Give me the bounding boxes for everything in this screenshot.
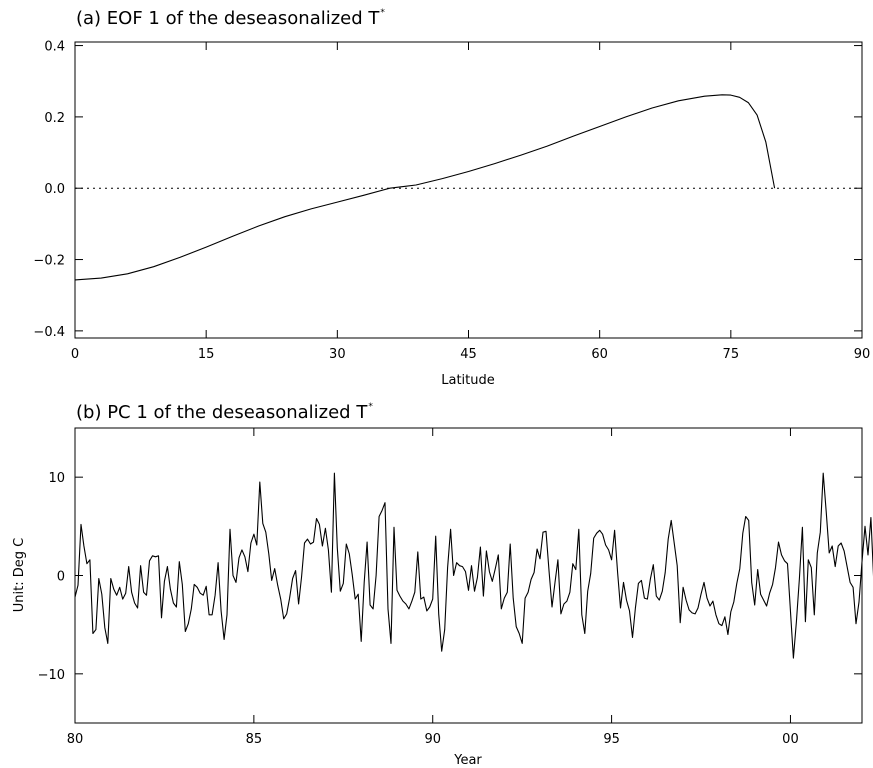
panel-a-plot-frame — [74, 41, 863, 339]
panel-a-x-tick-label: 45 — [460, 347, 477, 362]
panel-b-x-axis: 80 85 90 95 00 — [67, 428, 799, 747]
panel-a-y-tick-label: 0.2 — [44, 111, 65, 126]
panel-a-x-axis-label: Latitude — [441, 373, 495, 388]
panel-a-y-tick-label: 0.0 — [44, 182, 65, 197]
panel-a-x-tick-label: 60 — [591, 347, 608, 362]
panel-a-x-axis: 0 15 30 45 60 75 90 — [71, 42, 870, 362]
panel-a-y-tick-label: 0.4 — [44, 40, 65, 55]
panel-b-pc-timeseries — [74, 472, 873, 659]
panel-a-x-tick-label: 90 — [854, 347, 871, 362]
panel-b-x-tick-label: 85 — [246, 732, 263, 747]
panel-a-x-tick-label: 15 — [198, 347, 215, 362]
panel-b-x-tick-label: 00 — [782, 732, 799, 747]
panel-a-title-text: (a) EOF 1 of the deseasonalized T — [76, 8, 380, 29]
panel-b-title-text: (b) PC 1 of the deseasonalized T — [76, 402, 368, 423]
panel-a-title-superscript: * — [380, 8, 385, 18]
panel-b-y-tick-label: 0 — [57, 570, 65, 585]
panel-a: (a) EOF 1 of the deseasonalized T* 0 15 30… — [33, 8, 870, 388]
panel-b-y-tick-label: 10 — [48, 471, 65, 486]
panel-a-title: (a) EOF 1 of the deseasonalized T* — [76, 8, 385, 29]
panel-b-title-superscript: * — [368, 402, 373, 412]
panel-a-x-tick-label: 0 — [71, 347, 79, 362]
panel-b-x-tick-label: 95 — [603, 732, 620, 747]
panel-b-x-tick-label: 90 — [424, 732, 441, 747]
panel-b-x-axis-label: Year — [453, 753, 482, 768]
panel-b-title: (b) PC 1 of the deseasonalized T* — [76, 402, 373, 423]
panel-a-x-tick-label: 75 — [723, 347, 740, 362]
panel-b: (b) PC 1 of the deseasonalized T* 80 85 90… — [12, 402, 873, 768]
panel-b-x-tick-label: 80 — [67, 732, 84, 747]
panel-a-x-tick-label: 30 — [329, 347, 346, 362]
panel-a-y-tick-label: −0.4 — [33, 325, 65, 340]
panel-a-y-tick-label: −0.2 — [33, 254, 65, 269]
panel-a-eof-curve — [74, 94, 776, 281]
panel-a-y-axis: −0.4 −0.2 0.0 0.2 0.4 — [33, 40, 862, 340]
panel-b-y-axis-label: Unit: Deg C — [12, 538, 27, 612]
panel-b-plot-frame — [74, 427, 863, 724]
panel-b-y-tick-label: −10 — [38, 668, 65, 683]
